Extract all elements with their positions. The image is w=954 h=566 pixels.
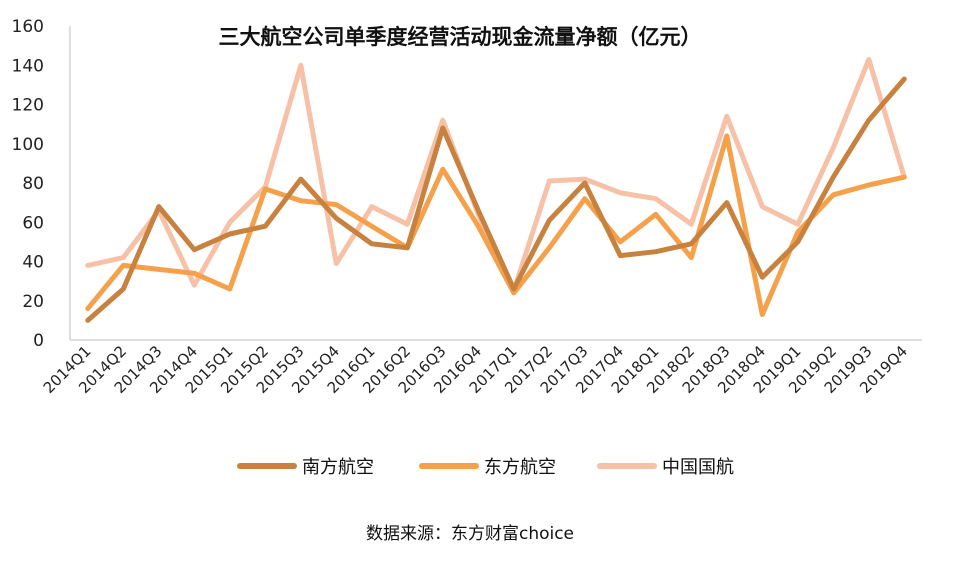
source-note: 数据来源：东方财富choice bbox=[366, 524, 574, 544]
legend-label: 中国国航 bbox=[662, 457, 734, 478]
y-tick-label: 100 bbox=[12, 135, 44, 155]
chart-title: 三大航空公司单季度经营活动现金流量净额（亿元） bbox=[219, 25, 702, 49]
y-tick-label: 140 bbox=[12, 56, 44, 76]
series-line bbox=[85, 133, 907, 317]
legend-label: 南方航空 bbox=[302, 457, 374, 478]
series-lines bbox=[85, 56, 907, 323]
y-tick-label: 120 bbox=[12, 96, 44, 116]
y-tick-label: 60 bbox=[22, 213, 44, 233]
series-line bbox=[85, 76, 907, 323]
y-tick-label: 20 bbox=[22, 292, 44, 312]
y-tick-labels: 0 20 40 60 80 100 120 140 160 bbox=[12, 17, 44, 351]
y-tick-label: 40 bbox=[22, 253, 44, 273]
axes bbox=[69, 26, 922, 341]
legend: 南方航空 东方航空 中国国航 bbox=[237, 457, 734, 478]
x-tick-labels: 2014Q12014Q22014Q32014Q42015Q12015Q22015… bbox=[40, 342, 911, 397]
legend-label: 东方航空 bbox=[484, 457, 556, 478]
y-tick-label: 80 bbox=[22, 174, 44, 194]
y-tick-label: 160 bbox=[12, 17, 44, 37]
y-tick-label: 0 bbox=[33, 331, 44, 351]
